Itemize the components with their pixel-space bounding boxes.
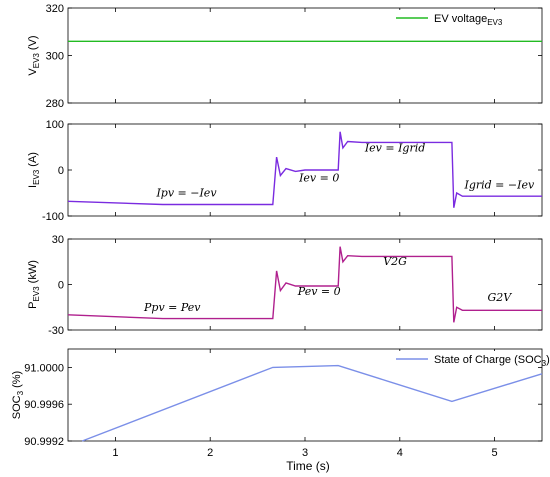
annotation-label: Pev = 0 <box>297 285 341 298</box>
annotation-label: Igrid = −Iev <box>463 178 534 191</box>
x-tick-label: 4 <box>397 447 403 459</box>
legend: State of Charge (SOC3) <box>392 351 550 368</box>
y-tick-label: -100 <box>42 211 64 223</box>
y-tick-label: 90.9996 <box>24 399 64 411</box>
x-tick-label: 2 <box>207 447 213 459</box>
y-axis-label: PEV3 (kW) <box>27 260 41 309</box>
series-line-1 <box>67 131 542 208</box>
legend-label: EV voltageEV3 <box>434 13 503 27</box>
panel-3: -30 0 30 PEV3 (kW) Ppv = Pev Pev = 0 V2G G2V <box>27 234 543 337</box>
y-tick-label: 280 <box>46 98 64 110</box>
series-line-1 <box>67 246 542 323</box>
panel-2: -100 0 100 IEV3 (A) Ipv = −Iev Iev = 0 Iev = I… <box>27 119 543 223</box>
x-tick-label: 3 <box>302 447 308 459</box>
y-axis-label: IEV3 (A) <box>27 152 41 188</box>
y-axis-label: VEV3 (V) <box>27 35 41 75</box>
y-tick-label: 0 <box>58 165 64 177</box>
y-tick-label: -30 <box>48 325 64 337</box>
annotation-label: Iev = 0 <box>298 172 339 185</box>
series-line-1 <box>81 364 543 442</box>
annotation-label: V2G <box>383 255 407 268</box>
x-tick-label: 5 <box>492 447 498 459</box>
panel-1: 280 300 320 VEV3 (V) EV voltageEV3 <box>27 3 543 110</box>
y-axis-label: SOC3 (%) <box>11 371 25 419</box>
legend-box <box>392 10 540 26</box>
y-tick-label: 90.9992 <box>24 436 64 448</box>
y-tick-label: 320 <box>46 3 64 15</box>
y-tick-label: 100 <box>46 119 64 131</box>
legend: EV voltageEV3 <box>392 10 540 27</box>
legend-box <box>392 351 540 367</box>
y-tick-label: 300 <box>46 51 64 63</box>
legend-label: State of Charge (SOC3) <box>434 354 550 368</box>
panel-4: 90.9992 90.9996 91.0000 1 2 3 4 5 SOC3 (%) State … <box>11 348 550 459</box>
y-tick-label: 91.0000 <box>24 362 64 374</box>
annotation-label: Ipv = −Iev <box>155 187 217 200</box>
x-tick-label: 1 <box>112 447 118 459</box>
y-tick-label: 0 <box>58 280 64 292</box>
x-axis-label: Time (s) <box>286 459 330 473</box>
annotation-label: Ppv = Pev <box>143 301 201 314</box>
y-tick-label: 30 <box>52 234 64 246</box>
annotation-label: Iev = Igrid <box>364 142 425 155</box>
annotation-label: G2V <box>487 291 512 304</box>
